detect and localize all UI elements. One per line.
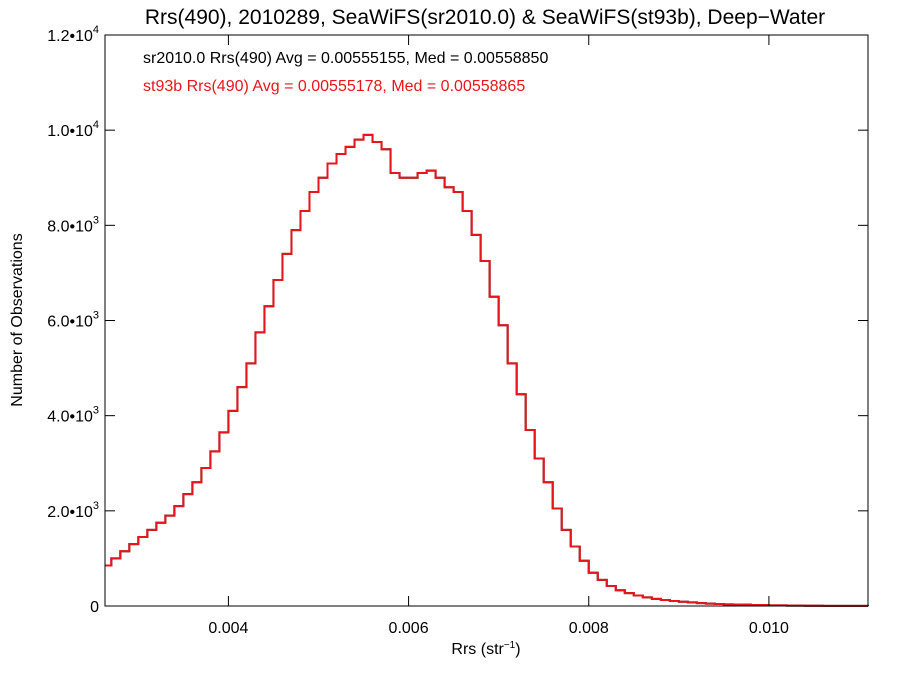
y-tick-label-6: 1.2•104 bbox=[47, 24, 99, 45]
series-layer bbox=[105, 133, 869, 607]
x-tick-label-2: 0.008 bbox=[569, 620, 609, 637]
y-tick-label-0: 0 bbox=[90, 599, 99, 616]
x-axis-label: Rrs (str−1) bbox=[451, 640, 520, 658]
chart-title: Rrs(490), 2010289, SeaWiFS(sr2010.0) & S… bbox=[145, 6, 825, 29]
y-tick-label-5: 1.0•104 bbox=[47, 119, 99, 140]
x-axis-label-end: ) bbox=[515, 641, 520, 658]
y-tick-label-4: 8.0•103 bbox=[47, 214, 99, 235]
legend: sr2010.0 Rrs(490) Avg = 0.00555155, Med … bbox=[143, 50, 548, 95]
y-axis-label: Number of Observations bbox=[9, 233, 26, 406]
y-tick-label-2: 4.0•103 bbox=[47, 405, 99, 426]
legend-entry-sr2010: sr2010.0 Rrs(490) Avg = 0.00555155, Med … bbox=[143, 50, 548, 67]
x-tick-label-0: 0.004 bbox=[208, 620, 248, 637]
x-tick-label-1: 0.006 bbox=[389, 620, 429, 637]
series-line-1 bbox=[105, 133, 869, 607]
legend-entry-st93b: st93b Rrs(490) Avg = 0.00555178, Med = 0… bbox=[143, 78, 525, 95]
y-tick-label-1: 2.0•103 bbox=[47, 500, 99, 521]
y-axis: 0 2.0•103 4.0•103 6.0•103 8.0•103 1.0•104 1.2•… bbox=[47, 24, 868, 616]
x-axis-label-base: Rrs (str bbox=[451, 641, 504, 658]
x-axis-label-sup: −1 bbox=[504, 640, 516, 651]
y-tick-label-3: 6.0•103 bbox=[47, 310, 99, 331]
x-tick-label-3: 0.010 bbox=[749, 620, 789, 637]
x-axis: 0.004 0.006 0.008 0.010 bbox=[208, 35, 789, 637]
